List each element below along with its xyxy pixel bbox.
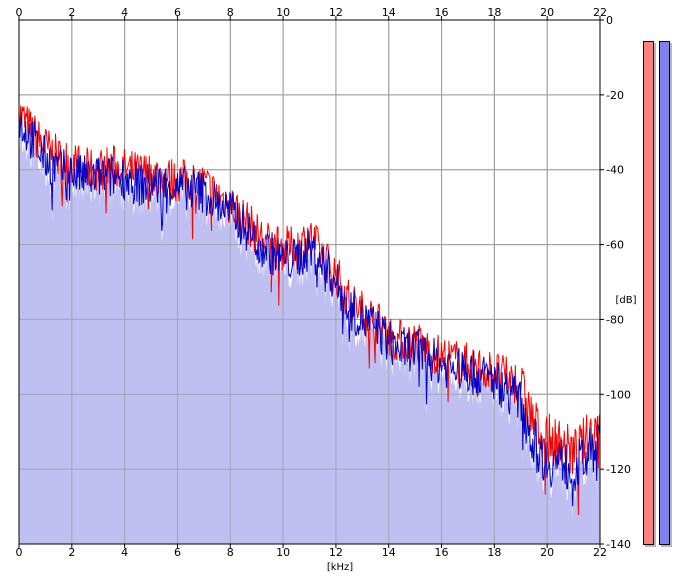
x-tick-label-top: 6 xyxy=(174,6,181,19)
x-tick-label-bottom: 22 xyxy=(593,546,607,559)
x-tick-label-top: 14 xyxy=(382,6,396,19)
y-tick-label: -140 xyxy=(606,538,631,551)
y-tick-label: -120 xyxy=(606,463,631,476)
x-tick-label-top: 10 xyxy=(276,6,290,19)
x-tick-label-top: 0 xyxy=(16,6,23,19)
series-lines xyxy=(18,105,601,515)
x-tick-label-bottom: 18 xyxy=(487,546,501,559)
x-tick-label-top: 4 xyxy=(121,6,128,19)
x-tick-label-top: 16 xyxy=(435,6,449,19)
y-axis-label: [dB] xyxy=(615,295,636,306)
right-channel-level-meter xyxy=(659,41,670,545)
x-tick-label-bottom: 10 xyxy=(276,546,290,559)
x-tick-label-bottom: 20 xyxy=(540,546,554,559)
x-tick-label-bottom: 8 xyxy=(227,546,234,559)
x-tick-label-bottom: 14 xyxy=(382,546,396,559)
series-line-blue xyxy=(18,113,601,507)
x-tick-label-bottom: 6 xyxy=(174,546,181,559)
x-axis-label: [kHz] xyxy=(327,562,353,573)
left-channel-level-meter xyxy=(643,41,654,545)
series-line-red xyxy=(18,105,601,515)
plot-frame xyxy=(18,19,601,545)
x-tick-label-bottom: 0 xyxy=(16,546,23,559)
axes xyxy=(18,16,604,548)
y-tick-label: -20 xyxy=(606,89,624,102)
x-tick-label-bottom: 2 xyxy=(68,546,75,559)
x-tick-label-top: 18 xyxy=(487,6,501,19)
x-tick-label-bottom: 4 xyxy=(121,546,128,559)
x-tick-label-top: 2 xyxy=(68,6,75,19)
x-tick-label-top: 20 xyxy=(540,6,554,19)
y-tick-label: -40 xyxy=(606,164,624,177)
spectrum-fill-area xyxy=(19,124,600,544)
y-tick-label: -60 xyxy=(606,239,624,252)
x-tick-label-top: 22 xyxy=(593,6,607,19)
tick-labels: 002244668810101212141416161818202022220-… xyxy=(16,6,631,559)
y-tick-label: 0 xyxy=(606,14,613,27)
x-tick-label-bottom: 16 xyxy=(435,546,449,559)
x-tick-label-top: 8 xyxy=(227,6,234,19)
y-tick-label: -80 xyxy=(606,313,624,326)
y-tick-label: -100 xyxy=(606,388,631,401)
x-tick-label-top: 12 xyxy=(329,6,343,19)
x-tick-label-bottom: 12 xyxy=(329,546,343,559)
